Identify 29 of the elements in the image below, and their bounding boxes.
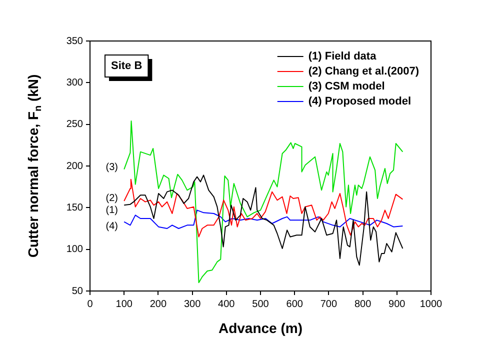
x-tick-label: 1000	[420, 298, 443, 310]
y-tick-label: 50	[72, 286, 84, 297]
x-tick-label: 900	[388, 298, 406, 310]
x-tick-label: 200	[150, 298, 167, 310]
x-tick-label: 0	[87, 298, 94, 310]
x-axis-title: Advance (m)	[218, 320, 303, 336]
annotation: (2)	[106, 192, 118, 204]
annotation: (3)	[106, 162, 118, 173]
x-tick-label: 700	[320, 298, 338, 310]
x-tick-label: 500	[252, 298, 270, 310]
legend-label: (3) CSM model	[308, 80, 385, 93]
legend-label: (4) Proposed model	[308, 96, 412, 108]
y-tick-label: 300	[66, 77, 84, 88]
y-axis-title: Cutter normal force, Fn (kN)	[24, 74, 44, 258]
legend-label: (1) Field data	[308, 50, 378, 63]
y-tick-label: 150	[66, 202, 84, 214]
x-tick-label: 800	[354, 298, 372, 310]
x-tick-label: 600	[286, 298, 304, 310]
x-tick-label: 100	[116, 298, 133, 310]
y-tick-label: 100	[66, 244, 84, 256]
y-tick-label: 200	[66, 160, 84, 172]
x-tick-label: 300	[184, 298, 202, 310]
annotation: Site B	[110, 60, 142, 72]
annotation: (4)	[106, 220, 118, 232]
annotation: (1)	[106, 204, 118, 216]
x-tick-label: 400	[218, 298, 236, 310]
legend-label: (2) Chang et al.(2007)	[308, 66, 420, 78]
y-tick-label: 250	[66, 119, 84, 130]
y-tick-label: 350	[66, 36, 84, 47]
